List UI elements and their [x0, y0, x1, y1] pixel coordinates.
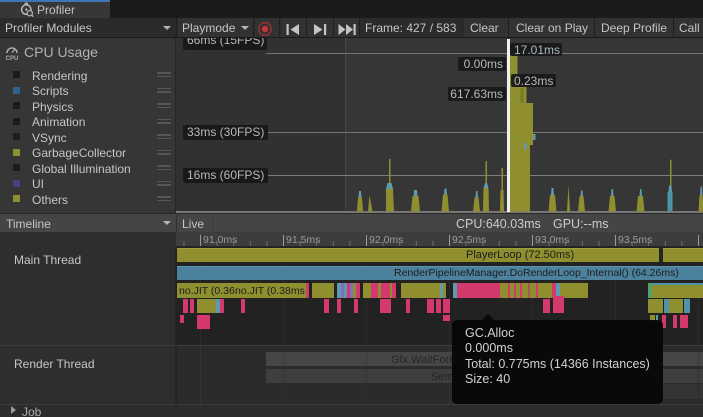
svg-text:92.0ms: 92.0ms [369, 234, 403, 246]
svg-text:CPU: CPU [6, 56, 19, 61]
svg-text:92.5ms: 92.5ms [452, 234, 486, 246]
svg-text:93.5ms: 93.5ms [618, 234, 652, 246]
svg-text:91.5ms: 91.5ms [286, 234, 320, 246]
svg-text:91.0ms: 91.0ms [203, 234, 237, 246]
svg-text:93.0ms: 93.0ms [535, 234, 569, 246]
